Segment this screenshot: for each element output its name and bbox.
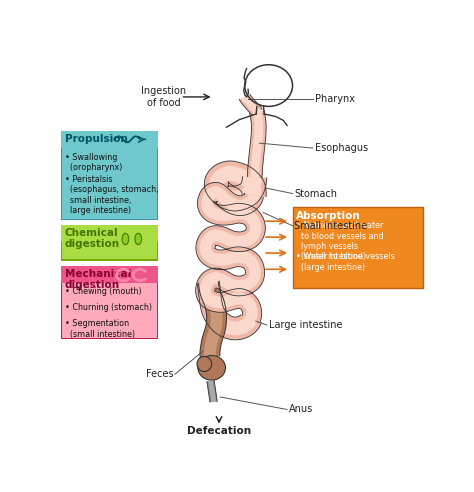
Polygon shape xyxy=(207,381,217,402)
FancyBboxPatch shape xyxy=(61,131,158,148)
Ellipse shape xyxy=(135,233,142,245)
FancyBboxPatch shape xyxy=(61,266,158,282)
Text: Anus: Anus xyxy=(289,404,313,414)
Text: Propulsion: Propulsion xyxy=(65,134,128,144)
Polygon shape xyxy=(239,94,262,115)
Text: Defecation: Defecation xyxy=(187,426,251,436)
Text: Ingestion
of food: Ingestion of food xyxy=(141,86,186,108)
FancyBboxPatch shape xyxy=(62,281,157,338)
Polygon shape xyxy=(204,161,267,211)
Polygon shape xyxy=(202,282,257,335)
Text: Chemical
digestion: Chemical digestion xyxy=(65,228,120,249)
Polygon shape xyxy=(209,381,216,402)
FancyBboxPatch shape xyxy=(62,241,157,259)
Text: Pharynx: Pharynx xyxy=(315,94,355,104)
Polygon shape xyxy=(200,186,262,321)
Polygon shape xyxy=(202,282,223,361)
Text: • Segmentation
  (small intestine): • Segmentation (small intestine) xyxy=(65,319,135,338)
FancyBboxPatch shape xyxy=(292,207,423,288)
Text: Stomach: Stomach xyxy=(294,188,337,199)
Polygon shape xyxy=(242,95,260,114)
Text: Small intestine: Small intestine xyxy=(294,221,367,231)
Text: • Nutrients and water
  to blood vessels and
  lymph vessels
  (small intestine): • Nutrients and water to blood vessels a… xyxy=(296,221,384,261)
Text: • Churning (stomach): • Churning (stomach) xyxy=(65,304,152,312)
FancyBboxPatch shape xyxy=(61,266,158,339)
Polygon shape xyxy=(250,111,263,178)
Ellipse shape xyxy=(122,233,128,245)
Ellipse shape xyxy=(198,356,226,380)
Text: Esophagus: Esophagus xyxy=(315,143,368,153)
Text: • Chewing (mouth): • Chewing (mouth) xyxy=(65,287,141,297)
Text: Absorption: Absorption xyxy=(296,211,361,220)
FancyBboxPatch shape xyxy=(61,131,158,220)
Polygon shape xyxy=(196,183,265,322)
Text: Mechanical
digestion: Mechanical digestion xyxy=(65,269,131,290)
Polygon shape xyxy=(209,166,262,206)
Polygon shape xyxy=(247,110,266,178)
Polygon shape xyxy=(198,281,261,340)
Polygon shape xyxy=(199,282,227,362)
Text: • Peristalsis
  (esophagus, stomach,
  small intestine,
  large intestine): • Peristalsis (esophagus, stomach, small… xyxy=(65,175,158,215)
Text: Large intestine: Large intestine xyxy=(269,320,342,330)
Text: • Water to blood vessels
  (large intestine): • Water to blood vessels (large intestin… xyxy=(296,252,395,272)
Text: Feces: Feces xyxy=(146,369,173,379)
Ellipse shape xyxy=(197,356,212,371)
Text: • Swallowing
  (oropharynx): • Swallowing (oropharynx) xyxy=(65,153,122,172)
FancyBboxPatch shape xyxy=(62,147,157,219)
FancyBboxPatch shape xyxy=(61,224,158,261)
FancyBboxPatch shape xyxy=(61,224,158,242)
